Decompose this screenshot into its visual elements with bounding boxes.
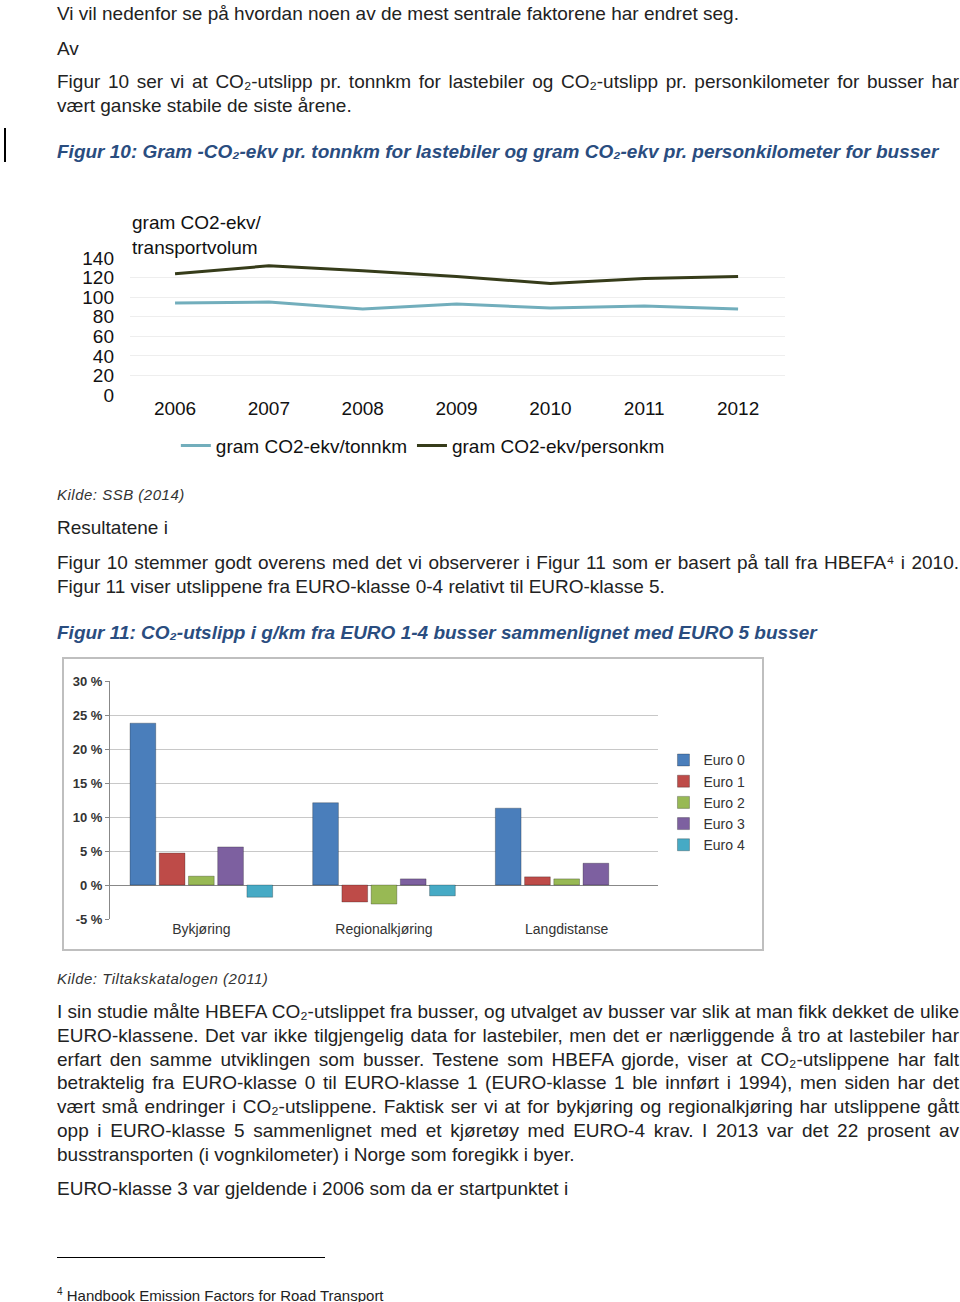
html-text:Kilde: SSB (2014): Kilde: SSB (2014)	[57, 486, 185, 503]
svg-text:30 %: 30 %	[73, 674, 103, 689]
svg-text:60: 60	[93, 326, 114, 347]
svg-text:Euro 2: Euro 2	[703, 795, 744, 811]
html-text:Figur 11: CO₂-utslipp i g/km f: Figur 11: CO₂-utslipp i g/km fra EURO 1-…	[57, 622, 817, 643]
svg-text:80: 80	[93, 306, 114, 327]
svg-text:Bykjøring: Bykjøring	[172, 921, 230, 937]
html-text:Resultatene i: Resultatene i	[57, 517, 168, 538]
svg-text:Euro 1: Euro 1	[703, 774, 744, 790]
svg-text:100: 100	[82, 287, 114, 308]
svg-text:gram CO2-ekv/transportvolum: gram CO2-ekv/transportvolum	[132, 212, 262, 258]
svg-text:40: 40	[93, 346, 114, 367]
html-text:4: 4	[57, 1286, 63, 1297]
svg-text:gram CO2-ekv/personkm: gram CO2-ekv/personkm	[452, 436, 664, 457]
svg-text:Euro 0: Euro 0	[703, 752, 744, 768]
svg-text:10 %: 10 %	[73, 810, 103, 825]
svg-text:0: 0	[103, 385, 114, 406]
svg-text:2009: 2009	[435, 398, 477, 419]
html-text:Figur 10 ser vi at CO₂-utslipp: Figur 10 ser vi at CO₂-utslipp pr. tonnk…	[57, 71, 959, 116]
svg-text:Regionalkjøring: Regionalkjøring	[335, 921, 432, 937]
svg-text:2008: 2008	[342, 398, 384, 419]
svg-text:5 %: 5 %	[80, 844, 103, 859]
svg-text:2006: 2006	[154, 398, 196, 419]
html-text:EURO-klasse 3 var gjeldende i: EURO-klasse 3 var gjeldende i 2006 som d…	[57, 1178, 569, 1199]
svg-text:2012: 2012	[717, 398, 759, 419]
svg-text:Euro 4: Euro 4	[703, 837, 744, 853]
svg-text:2007: 2007	[248, 398, 290, 419]
html-text:Figur 10: Gram -CO₂-ekv pr. to: Figur 10: Gram -CO₂-ekv pr. tonnkm for l…	[57, 141, 939, 162]
svg-text:15 %: 15 %	[73, 776, 103, 791]
svg-text:Langdistanse: Langdistanse	[525, 921, 609, 937]
svg-text:Euro 3: Euro 3	[703, 816, 744, 832]
svg-text:25 %: 25 %	[73, 708, 103, 723]
html-text:Kilde: Tiltakskatalogen (2011): Kilde: Tiltakskatalogen (2011)	[57, 970, 269, 987]
svg-text:20 %: 20 %	[73, 742, 103, 757]
svg-text:140: 140	[82, 248, 114, 269]
svg-text:gram CO2-ekv/tonnkm: gram CO2-ekv/tonnkm	[216, 436, 407, 457]
svg-text:20: 20	[93, 365, 114, 386]
html-text:Vi vil nedenfor se på hvordan: Vi vil nedenfor se på hvordan noen av de…	[57, 3, 739, 24]
html-text:Figur 10 stemmer godt overens: Figur 10 stemmer godt overens med det vi…	[57, 552, 959, 597]
svg-text:-5 %: -5 %	[76, 912, 103, 927]
html-text:I sin studie målte HBEFA CO₂-u: I sin studie målte HBEFA CO₂-utslippet f…	[57, 1001, 959, 1165]
svg-text:2010: 2010	[529, 398, 571, 419]
svg-text:120: 120	[82, 267, 114, 288]
html-text:Av: Av	[57, 38, 79, 59]
svg-text:0 %: 0 %	[80, 878, 103, 893]
svg-text:2011: 2011	[624, 398, 665, 419]
